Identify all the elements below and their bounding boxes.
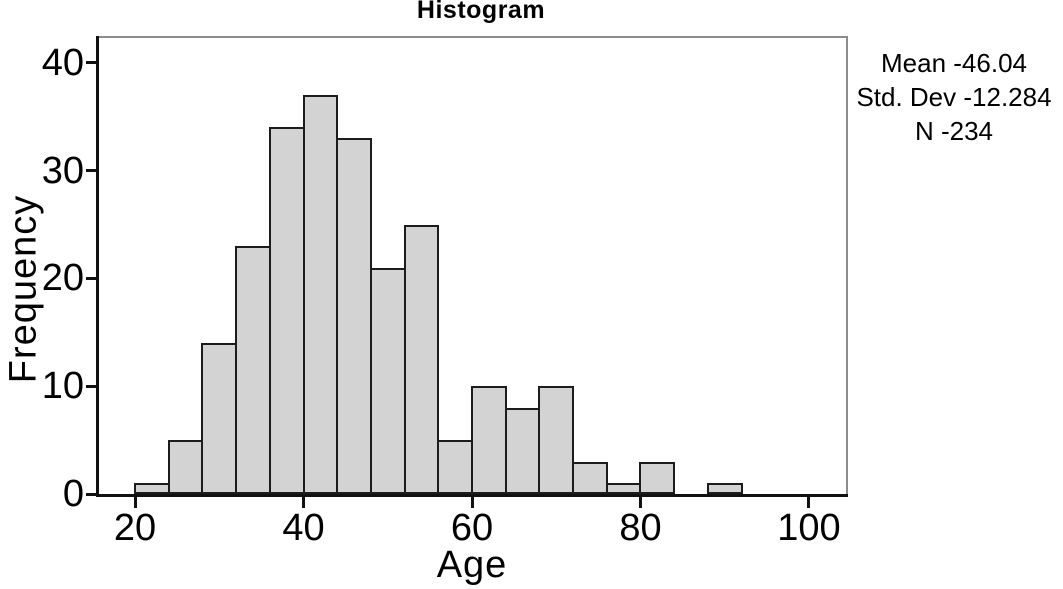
plot-area bbox=[98, 38, 846, 494]
histogram-bar bbox=[572, 461, 608, 494]
plot-frame-right bbox=[846, 36, 848, 495]
x-tick-mark bbox=[807, 497, 811, 508]
stat-n: N -234 bbox=[914, 116, 994, 146]
histogram-bar bbox=[369, 267, 406, 494]
stat-mean: Mean -46.04 bbox=[881, 48, 1027, 78]
x-tick-label: 80 bbox=[619, 507, 662, 549]
y-tick-mark bbox=[86, 169, 99, 173]
histogram-bar bbox=[403, 224, 440, 494]
histogram-bar bbox=[235, 246, 271, 494]
histogram-bar bbox=[639, 461, 676, 494]
y-tick-mark bbox=[86, 61, 99, 65]
histogram-bar bbox=[302, 95, 339, 494]
y-tick-label: 0 bbox=[62, 473, 84, 515]
stats-annotation: Mean -46.04 Std. Dev -12.284 N -234 bbox=[843, 46, 1063, 148]
histogram-bar bbox=[538, 386, 575, 494]
x-axis-title: Age bbox=[436, 544, 508, 586]
plot-frame-top bbox=[98, 36, 848, 38]
x-tick-label: 40 bbox=[282, 507, 325, 549]
histogram-bar bbox=[471, 386, 507, 494]
y-tick-mark bbox=[86, 276, 99, 280]
y-tick-label: 40 bbox=[41, 41, 84, 84]
histogram-bar bbox=[268, 127, 305, 494]
y-tick-label: 30 bbox=[41, 149, 84, 192]
histogram-bar bbox=[134, 483, 170, 494]
histogram-bar bbox=[167, 440, 204, 494]
histogram-bar bbox=[706, 483, 743, 494]
x-tick-mark bbox=[470, 497, 474, 508]
y-tick-mark bbox=[86, 492, 99, 496]
x-tick-mark bbox=[638, 497, 642, 508]
y-tick-mark bbox=[86, 384, 99, 388]
x-axis-line bbox=[96, 494, 848, 497]
histogram-bar bbox=[504, 407, 541, 494]
x-tick-label: 60 bbox=[450, 507, 494, 549]
y-tick-label: 20 bbox=[41, 257, 84, 300]
chart-title: Histogram bbox=[416, 0, 546, 24]
y-tick-label: 10 bbox=[41, 365, 84, 408]
x-tick-mark bbox=[133, 497, 137, 508]
histogram-bar bbox=[336, 138, 372, 494]
histogram-bar bbox=[201, 343, 238, 494]
x-tick-mark bbox=[302, 497, 306, 508]
histogram-bar bbox=[605, 483, 642, 494]
stat-stddev: Std. Dev -12.284 bbox=[856, 82, 1052, 112]
x-tick-label: 20 bbox=[113, 507, 157, 549]
y-axis-line bbox=[96, 36, 99, 497]
x-tick-label: 100 bbox=[777, 507, 841, 549]
histogram-bar bbox=[437, 440, 473, 494]
